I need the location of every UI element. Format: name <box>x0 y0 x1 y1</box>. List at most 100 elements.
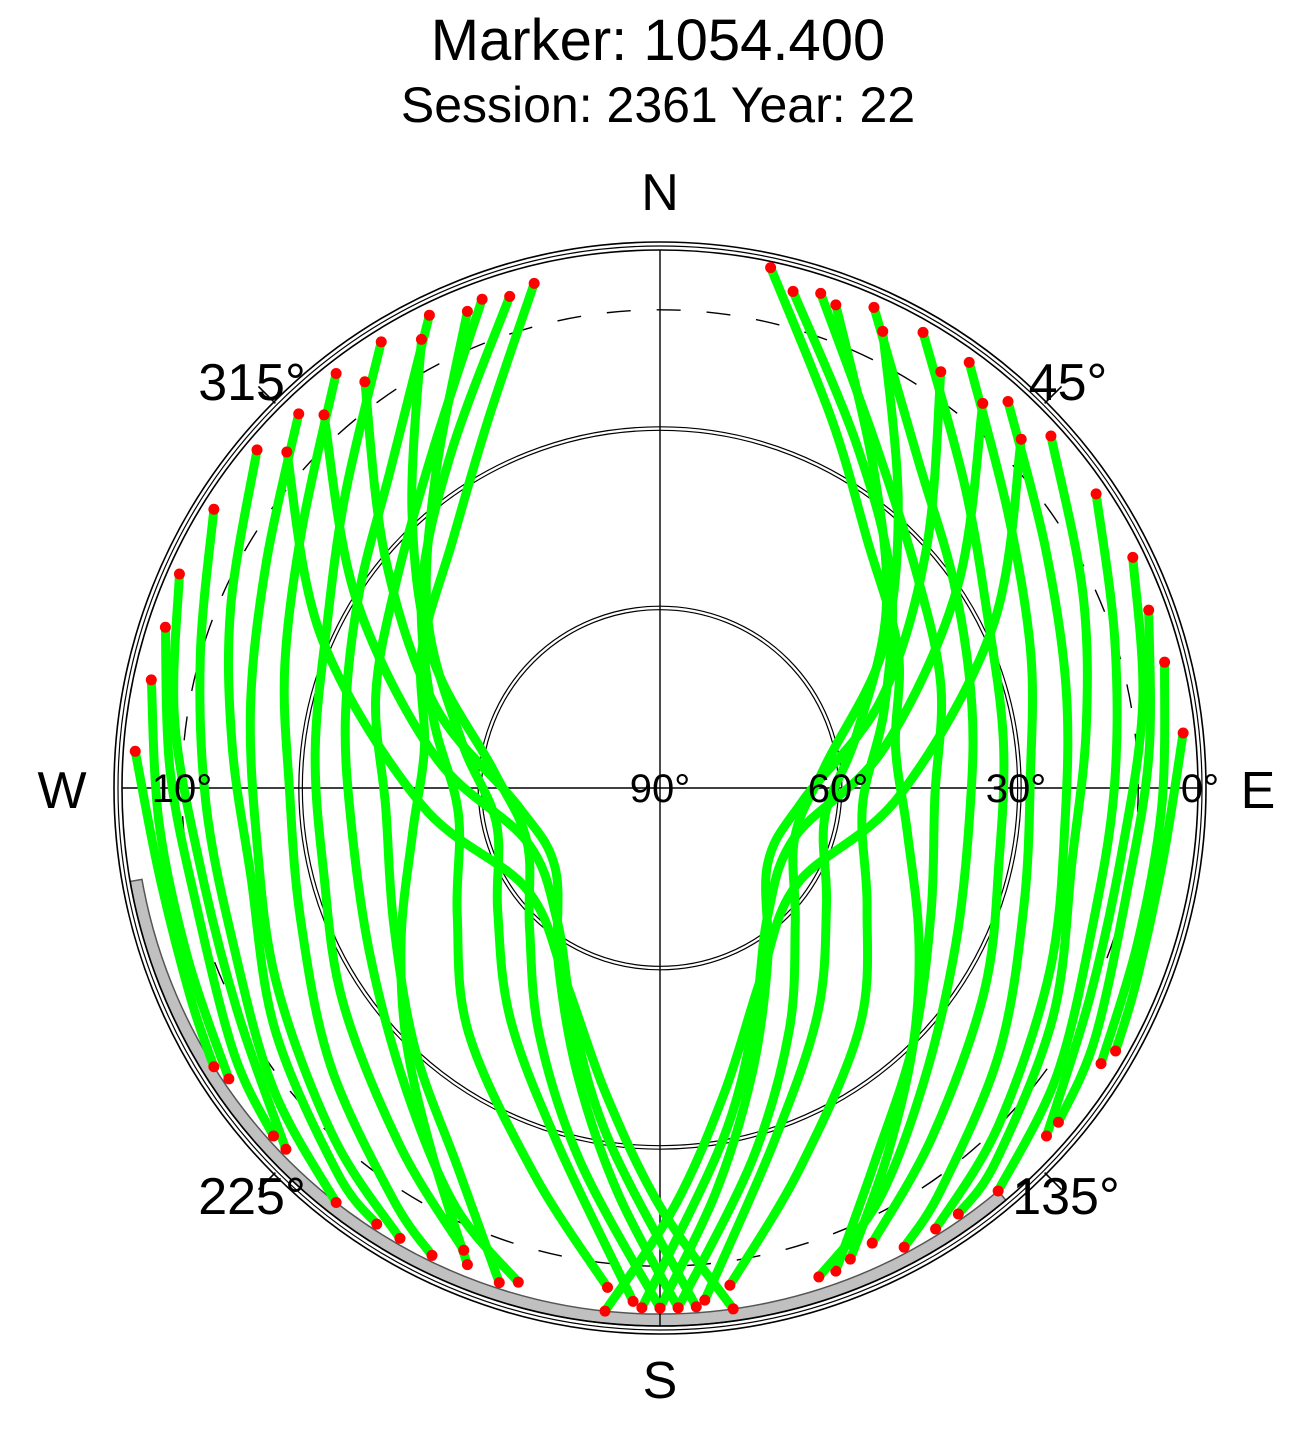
elevation-label-10-cutoff: 10° <box>152 767 213 811</box>
track-20-rise-point <box>476 293 488 305</box>
polar-grid <box>113 241 1207 1335</box>
azimuth-label-225: 225° <box>198 1168 306 1226</box>
elevation-label-60: 60° <box>808 767 869 811</box>
satellite-track-7 <box>953 431 1092 1219</box>
track-26-set-point <box>330 1197 342 1209</box>
track-27-set-point <box>280 1143 292 1155</box>
satellite-track-14 <box>700 300 892 1305</box>
track-7-rise-point <box>1045 430 1057 442</box>
track-18-set-point <box>599 1305 611 1317</box>
track-21-set-point <box>512 1276 524 1288</box>
satellite-track-17 <box>637 398 988 1313</box>
azimuth-tick-225 <box>257 1172 276 1191</box>
horizon-outer-ring <box>113 241 1207 1335</box>
track-13-set-point <box>724 1279 736 1291</box>
track-7-set-point <box>952 1208 964 1220</box>
track-12-rise-point <box>1177 727 1189 739</box>
elevation-label-30: 30° <box>986 767 1047 811</box>
track-36-rise-point <box>281 446 293 458</box>
satellite-track-34 <box>360 377 683 1313</box>
track-14-set-point <box>699 1294 711 1306</box>
satellite-track-36 <box>282 447 738 1314</box>
satellite-track-27 <box>169 569 291 1154</box>
satellite-track-21 <box>340 310 523 1287</box>
satellite-track-28 <box>160 622 279 1141</box>
elevation-label-90: 90° <box>630 767 691 811</box>
track-11-rise-point <box>1159 656 1171 668</box>
satellite-track-16 <box>655 367 946 1313</box>
satellite-track-13 <box>725 286 898 1290</box>
track-9-rise-point <box>1127 551 1139 563</box>
track-14-rise-point <box>830 299 842 311</box>
track-12-set-point <box>1110 1045 1122 1057</box>
track-3-set-point <box>813 1271 825 1283</box>
satellite-track-2 <box>816 288 947 1276</box>
satellite-track-8 <box>993 489 1122 1196</box>
track-23-set-point <box>426 1249 438 1261</box>
satellite-track-9 <box>1041 552 1148 1141</box>
track-24-set-point <box>394 1232 406 1244</box>
elevation-label-0: 0° <box>1181 767 1219 811</box>
track-29-rise-point <box>145 674 157 686</box>
track-6-rise-point <box>1002 396 1014 408</box>
track-17-rise-point <box>977 397 989 409</box>
azimuth-tick-315 <box>257 385 276 404</box>
satellite-track-31 <box>416 291 613 1292</box>
track-16-rise-point <box>935 366 947 378</box>
azimuth-tick-45 <box>1044 385 1063 404</box>
track-6-set-point <box>930 1223 942 1235</box>
track-13-rise-point <box>787 285 799 297</box>
track-4-set-point <box>866 1237 878 1249</box>
track-25-rise-point <box>251 444 263 456</box>
chart-subtitle: Session: 2361 Year: 22 <box>401 77 915 133</box>
track-32-set-point <box>627 1295 639 1307</box>
satellite-track-6 <box>931 397 1073 1234</box>
track-18-rise-point <box>1015 433 1027 445</box>
track-20-set-point <box>493 1277 505 1289</box>
azimuth-tick-135 <box>1044 1172 1063 1191</box>
track-5-set-point <box>898 1241 910 1253</box>
direction-label-south: S <box>643 1352 678 1410</box>
track-8-rise-point <box>1090 488 1102 500</box>
track-24-rise-point <box>293 408 305 420</box>
track-9-set-point <box>1040 1130 1052 1142</box>
satellite-track-24 <box>245 409 405 1243</box>
satellite-track-22 <box>310 337 469 1255</box>
satellite-track-19 <box>396 278 539 1270</box>
track-17-set-point <box>636 1302 648 1314</box>
satellite-track-18 <box>600 434 1026 1316</box>
satellite-track-3 <box>814 302 978 1282</box>
azimuth-label-45: 45° <box>1029 354 1108 412</box>
track-10-rise-point <box>1143 604 1155 616</box>
satellite-track-26 <box>195 504 341 1208</box>
satellite-track-11 <box>1096 657 1170 1069</box>
track-31-rise-point <box>504 290 516 302</box>
satellite-track-20 <box>371 294 504 1288</box>
track-10-set-point <box>1052 1116 1064 1128</box>
track-33-rise-point <box>415 333 427 345</box>
satellite-track-32 <box>421 306 638 1306</box>
track-27-rise-point <box>173 568 185 580</box>
track-3-rise-point <box>868 301 880 313</box>
track-19-set-point <box>461 1259 473 1271</box>
chart-title: Marker: 1054.400 <box>431 8 886 73</box>
track-32-rise-point <box>461 305 473 317</box>
satellite-track-35 <box>319 410 701 1312</box>
satellite-track-30 <box>130 746 219 1072</box>
track-19-rise-point <box>528 277 540 289</box>
track-22-rise-point <box>375 336 387 348</box>
track-25-set-point <box>371 1218 383 1230</box>
satellite-track-12 <box>1111 728 1188 1056</box>
track-35-rise-point <box>318 409 330 421</box>
track-15-rise-point <box>877 325 889 337</box>
satellite-tracks <box>129 262 1189 1317</box>
track-28-rise-point <box>159 621 171 633</box>
track-5-rise-point <box>963 356 975 368</box>
track-35-set-point <box>690 1301 702 1313</box>
track-28-set-point <box>268 1130 280 1142</box>
track-33-set-point <box>654 1302 666 1314</box>
track-1-rise-point <box>765 262 777 274</box>
direction-label-west: W <box>37 762 86 820</box>
azimuth-label-135: 135° <box>1012 1168 1120 1226</box>
